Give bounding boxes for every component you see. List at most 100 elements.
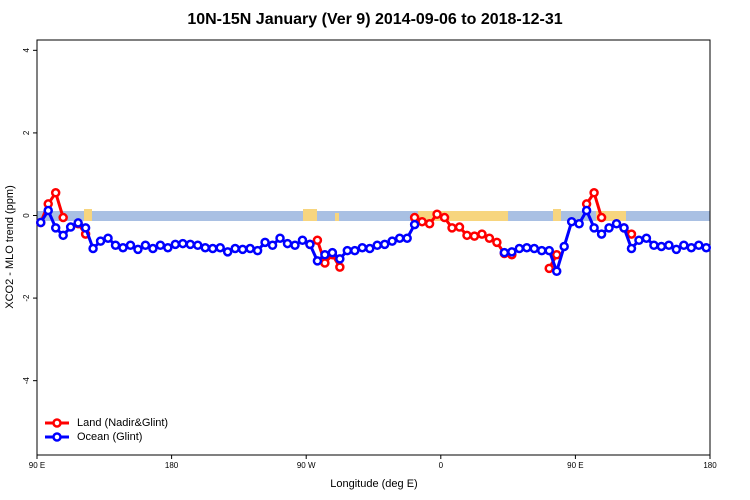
y-tick-label: 2: [22, 130, 31, 135]
point: [207, 243, 218, 254]
point: [50, 188, 61, 198]
point: [335, 262, 345, 272]
point: [327, 247, 338, 258]
legend-marker: [52, 432, 62, 442]
point: [492, 237, 502, 248]
point: [566, 216, 577, 227]
x-tick-label: 90 W: [297, 461, 316, 470]
point: [335, 254, 345, 264]
point: [626, 243, 637, 254]
point: [634, 235, 644, 246]
point: [649, 240, 659, 250]
point: [537, 245, 547, 256]
point: [237, 244, 248, 255]
point: [320, 258, 330, 268]
point: [432, 209, 442, 220]
point: [596, 212, 607, 223]
point: [409, 219, 420, 230]
point: [200, 242, 210, 253]
point: [529, 243, 540, 254]
point: [686, 242, 697, 253]
point: [275, 233, 285, 243]
point: [507, 247, 517, 257]
point: [148, 243, 158, 254]
point: [282, 238, 293, 249]
point: [544, 263, 554, 274]
point: [350, 245, 360, 256]
point: [170, 239, 181, 250]
point: [469, 231, 480, 241]
point: [379, 239, 390, 250]
point: [230, 243, 240, 254]
point: [73, 218, 83, 228]
point: [581, 205, 592, 216]
point: [372, 240, 382, 250]
point: [671, 244, 682, 255]
point: [65, 222, 76, 232]
point: [596, 229, 607, 239]
point: [701, 242, 712, 253]
point: [222, 247, 233, 257]
y-tick-label: -2: [22, 294, 31, 302]
x-tick-label: 180: [703, 461, 717, 470]
point: [619, 223, 629, 233]
point: [544, 245, 554, 256]
point: [664, 240, 674, 250]
point: [499, 247, 510, 258]
point: [551, 266, 562, 276]
point: [641, 233, 652, 243]
point: [245, 243, 255, 254]
point: [559, 241, 569, 252]
point: [439, 212, 450, 223]
point: [514, 243, 525, 254]
point: [387, 236, 397, 246]
point: [133, 244, 143, 255]
legend-label: Land (Nadir&Glint): [77, 417, 168, 429]
chart-title: 10N-15N January (Ver 9) 2014-09-06 to 20…: [187, 11, 562, 28]
point: [365, 243, 375, 254]
point: [484, 233, 495, 243]
point: [454, 222, 465, 232]
point: [252, 245, 263, 256]
y-axis-label: XCO2 - MLO trend (ppm): [4, 185, 16, 308]
point: [103, 233, 113, 243]
y-tick-label: 0: [22, 213, 31, 218]
point: [424, 219, 435, 229]
y-tick-label: 4: [22, 48, 31, 53]
x-tick-label: 0: [439, 461, 444, 470]
point: [58, 230, 68, 241]
point: [679, 240, 689, 250]
map-strip: [37, 209, 710, 221]
point: [342, 245, 353, 256]
point: [626, 229, 637, 239]
point: [290, 240, 300, 250]
point: [417, 216, 427, 227]
point: [611, 219, 622, 229]
legend-label: Ocean (Glint): [77, 431, 142, 443]
point: [155, 240, 166, 250]
point: [574, 219, 584, 229]
point: [477, 229, 487, 239]
point: [394, 233, 405, 243]
point: [656, 241, 667, 252]
point: [215, 242, 225, 253]
y-tick-label: -4: [22, 377, 31, 385]
point: [35, 217, 46, 228]
point: [43, 205, 53, 216]
point: [185, 239, 196, 250]
point: [267, 240, 278, 250]
legend-marker: [52, 418, 62, 428]
point: [178, 238, 188, 249]
point: [312, 235, 323, 246]
x-tick-label: 90 E: [29, 461, 45, 470]
point: [193, 240, 203, 250]
point: [110, 240, 121, 250]
point: [260, 237, 270, 248]
point: [589, 223, 599, 233]
point: [447, 223, 457, 233]
point: [604, 223, 614, 233]
point: [357, 242, 368, 253]
point: [320, 249, 330, 260]
point: [58, 212, 68, 223]
